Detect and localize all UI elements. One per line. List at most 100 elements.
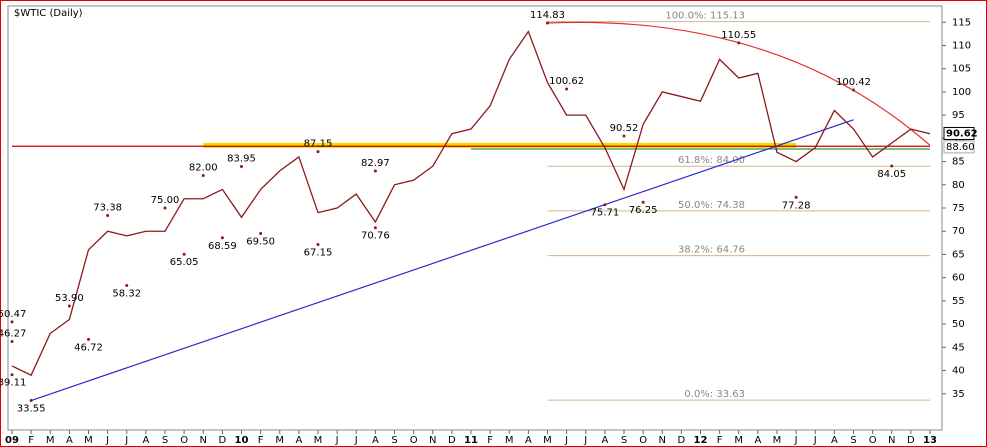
x-tick-label: M [773,435,782,446]
annotation-point [182,252,186,256]
x-tick-label: M [46,435,55,446]
y-tick-label: 80 [952,180,965,191]
annotation-label: 110.55 [721,30,756,41]
annotation-point [852,88,855,92]
x-tick-label: M [543,435,552,446]
x-tick-label: 09 [5,435,19,446]
x-tick-label: F [487,435,493,446]
annotation-label: 100.62 [549,76,584,87]
x-tick-label: 12 [694,435,708,446]
fib-label: 61.8%: 84.00 [678,155,745,166]
annotation-point [890,164,894,168]
y-tick-label: 85 [952,157,965,168]
annotation-point [794,195,798,199]
x-tick-label: O [180,435,188,446]
y-tick-label: 75 [952,203,965,214]
annotation-point [373,226,377,230]
x-tick-label: 11 [464,435,478,446]
x-tick-label: J [105,435,109,446]
x-tick-label: A [831,435,838,446]
x-tick-label: J [813,435,817,446]
price-label-box [943,140,975,154]
x-tick-label: F [28,435,34,446]
annotation-label: 100.42 [836,77,871,88]
annotation-point [641,200,645,204]
annotation-label: 46.27 [0,328,26,339]
x-tick-label: N [200,435,207,446]
x-tick-label: O [869,435,877,446]
annotation-label: 53.90 [55,293,84,304]
annotation-label: 50.47 [0,309,26,320]
y-tick-label: 65 [952,249,965,260]
x-tick-label: M [84,435,93,446]
x-tick-label: D [907,435,915,446]
y-tick-label: 50 [952,319,965,330]
fib-label: 38.2%: 64.76 [678,245,745,256]
annotation-point [67,304,71,308]
annotation-point [10,320,14,324]
annotation-point [737,41,741,45]
x-tick-label: M [505,435,514,446]
x-tick-label: M [314,435,323,446]
annotation-label: 82.00 [189,163,218,174]
annotation-point [106,214,110,218]
annotation-label: 39.11 [0,378,26,389]
x-tick-label: J [583,435,587,446]
x-tick-label: N [659,435,666,446]
x-tick-label: J [794,435,798,446]
annotation-point [546,21,549,25]
price-label-box [943,126,975,140]
annotation-label: 69.50 [246,237,275,248]
fib-label: 0.0%: 33.63 [684,389,745,400]
annotation-point [10,339,14,343]
x-tick-label: F [258,435,264,446]
annotation-label: 90.52 [610,123,639,134]
y-tick-label: 70 [952,226,965,237]
annotation-label: 70.76 [361,231,390,242]
y-tick-label: 35 [952,389,965,400]
y-tick-label: 60 [952,273,965,284]
x-tick-label: M [275,435,284,446]
x-tick-label: D [448,435,456,446]
x-tick-label: 10 [235,435,249,446]
x-tick-label: J [354,435,358,446]
x-tick-label: O [410,435,418,446]
trendline [30,119,854,402]
annotation-label: 77.28 [782,200,811,211]
annotation-point [29,399,33,403]
x-tick-label: A [142,435,149,446]
annotation-point [201,174,205,178]
x-tick-label: F [717,435,723,446]
annotation-point [240,164,243,168]
x-tick-label: S [850,435,856,446]
annotation-label: 46.72 [74,342,103,353]
annotation-label: 68.59 [208,241,237,252]
x-tick-label: J [564,435,568,446]
annotation-label: 83.95 [227,153,256,164]
fib-label: 50.0%: 74.38 [678,200,745,211]
x-tick-label: A [295,435,302,446]
price-label: 90.62 [946,128,978,139]
y-tick-label: 45 [952,342,965,353]
y-tick-label: 115 [952,17,971,28]
x-tick-label: D [219,435,227,446]
annotation-label: 84.05 [877,169,906,180]
annotation-label: 87.15 [304,139,333,150]
x-tick-label: S [391,435,397,446]
x-tick-label: 13 [923,435,937,446]
x-tick-label: J [335,435,339,446]
annotation-point [125,283,129,287]
fib-label: 100.0%: 115.13 [665,11,745,22]
x-tick-label: A [525,435,532,446]
annotation-point [316,242,320,246]
annotation-point [373,169,377,173]
annotation-point [622,134,626,138]
y-tick-label: 40 [952,366,965,377]
y-tick-label: 100 [952,87,971,98]
x-tick-label: A [372,435,379,446]
price-line [11,30,931,377]
annotation-label: 114.83 [530,10,565,21]
x-tick-label: S [621,435,627,446]
y-tick-label: 55 [952,296,965,307]
